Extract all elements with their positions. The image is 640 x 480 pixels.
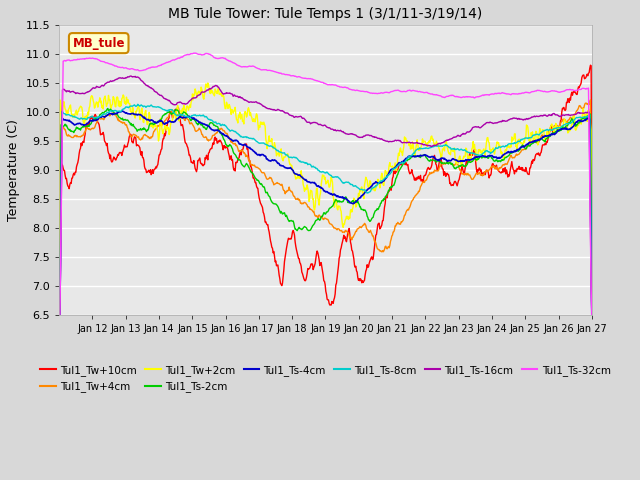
Tul1_Tw+10cm	[365, 264, 372, 270]
Tul1_Tw+10cm	[460, 168, 467, 174]
Tul1_Ts-16cm	[365, 132, 373, 138]
Tul1_Ts-32cm	[396, 88, 403, 94]
Tul1_Ts-4cm	[460, 158, 468, 164]
Line: Tul1_Tw+2cm: Tul1_Tw+2cm	[59, 83, 592, 314]
Tul1_Tw+2cm	[588, 312, 596, 317]
Tul1_Tw+4cm	[588, 293, 596, 299]
Tul1_Tw+10cm	[379, 218, 387, 224]
Tul1_Ts-16cm	[588, 312, 596, 317]
Tul1_Tw+4cm	[365, 228, 372, 234]
Tul1_Tw+10cm	[514, 166, 522, 172]
Tul1_Ts-8cm	[588, 312, 596, 317]
Y-axis label: Temperature (C): Temperature (C)	[7, 119, 20, 221]
Tul1_Ts-8cm	[134, 101, 141, 107]
Tul1_Ts-4cm	[588, 312, 596, 317]
Tul1_Tw+4cm	[395, 220, 403, 226]
Line: Tul1_Tw+10cm: Tul1_Tw+10cm	[59, 65, 592, 314]
Tul1_Ts-2cm	[380, 198, 387, 204]
Tul1_Ts-16cm	[380, 137, 387, 143]
Tul1_Ts-16cm	[127, 73, 134, 79]
Tul1_Tw+4cm	[514, 152, 522, 157]
Tul1_Tw+2cm	[380, 182, 387, 188]
Line: Tul1_Ts-8cm: Tul1_Ts-8cm	[59, 104, 592, 314]
Tul1_Ts-32cm	[380, 90, 387, 96]
Tul1_Ts-8cm	[88, 113, 95, 119]
Tul1_Tw+2cm	[515, 141, 522, 146]
Tul1_Tw+10cm	[587, 62, 595, 68]
Tul1_Ts-8cm	[365, 189, 373, 195]
Line: Tul1_Ts-4cm: Tul1_Ts-4cm	[59, 111, 592, 314]
Tul1_Ts-32cm	[365, 90, 373, 96]
Legend: Tul1_Tw+10cm, Tul1_Tw+4cm, Tul1_Tw+2cm, Tul1_Ts-2cm, Tul1_Ts-4cm, Tul1_Ts-8cm, T: Tul1_Tw+10cm, Tul1_Tw+4cm, Tul1_Tw+2cm, …	[36, 361, 615, 396]
Tul1_Ts-4cm	[380, 178, 387, 183]
Tul1_Tw+10cm	[395, 164, 403, 170]
Tul1_Ts-8cm	[460, 147, 468, 153]
Tul1_Ts-2cm	[88, 119, 95, 124]
Tul1_Tw+4cm	[460, 171, 467, 177]
Tul1_Ts-8cm	[515, 138, 522, 144]
Tul1_Ts-2cm	[515, 148, 522, 154]
Tul1_Tw+10cm	[588, 218, 596, 224]
Line: Tul1_Ts-2cm: Tul1_Ts-2cm	[59, 108, 592, 314]
Line: Tul1_Tw+4cm: Tul1_Tw+4cm	[59, 100, 592, 314]
Line: Tul1_Ts-16cm: Tul1_Ts-16cm	[59, 76, 592, 314]
Tul1_Ts-2cm	[55, 312, 63, 317]
Tul1_Ts-32cm	[588, 312, 596, 317]
Tul1_Tw+4cm	[55, 312, 63, 317]
Tul1_Ts-32cm	[191, 50, 199, 56]
Tul1_Ts-32cm	[88, 55, 95, 61]
Tul1_Ts-16cm	[88, 86, 95, 92]
Tul1_Tw+10cm	[55, 312, 63, 317]
Tul1_Tw+4cm	[88, 126, 95, 132]
Tul1_Tw+2cm	[55, 296, 63, 301]
Tul1_Ts-4cm	[55, 312, 63, 317]
Tul1_Ts-16cm	[396, 138, 403, 144]
Tul1_Ts-8cm	[380, 177, 387, 183]
Tul1_Ts-2cm	[588, 304, 596, 310]
Tul1_Tw+4cm	[587, 97, 595, 103]
Tul1_Tw+4cm	[379, 248, 387, 253]
Tul1_Tw+2cm	[460, 153, 468, 159]
Line: Tul1_Ts-32cm: Tul1_Ts-32cm	[59, 53, 592, 314]
Tul1_Tw+2cm	[396, 153, 403, 158]
Tul1_Tw+10cm	[88, 114, 95, 120]
Tul1_Tw+2cm	[88, 93, 95, 98]
Tul1_Ts-8cm	[396, 161, 403, 167]
Tul1_Ts-32cm	[460, 94, 468, 100]
Tul1_Ts-16cm	[55, 312, 63, 317]
Tul1_Ts-16cm	[460, 131, 468, 137]
Tul1_Ts-4cm	[515, 146, 522, 152]
Tul1_Ts-2cm	[460, 164, 468, 169]
Tul1_Tw+2cm	[365, 183, 373, 189]
Tul1_Ts-2cm	[104, 106, 111, 111]
Tul1_Ts-4cm	[88, 118, 95, 124]
Tul1_Ts-2cm	[365, 217, 373, 223]
Tul1_Tw+2cm	[204, 80, 212, 86]
Text: MB_tule: MB_tule	[72, 36, 125, 49]
Tul1_Ts-16cm	[515, 116, 522, 121]
Title: MB Tule Tower: Tule Temps 1 (3/1/11-3/19/14): MB Tule Tower: Tule Temps 1 (3/1/11-3/19…	[168, 7, 483, 21]
Tul1_Ts-8cm	[55, 312, 63, 317]
Tul1_Ts-4cm	[396, 160, 403, 166]
Tul1_Ts-2cm	[396, 168, 403, 173]
Tul1_Ts-4cm	[365, 186, 373, 192]
Tul1_Ts-32cm	[515, 91, 522, 96]
Tul1_Ts-32cm	[55, 312, 63, 317]
Tul1_Ts-4cm	[118, 108, 126, 114]
